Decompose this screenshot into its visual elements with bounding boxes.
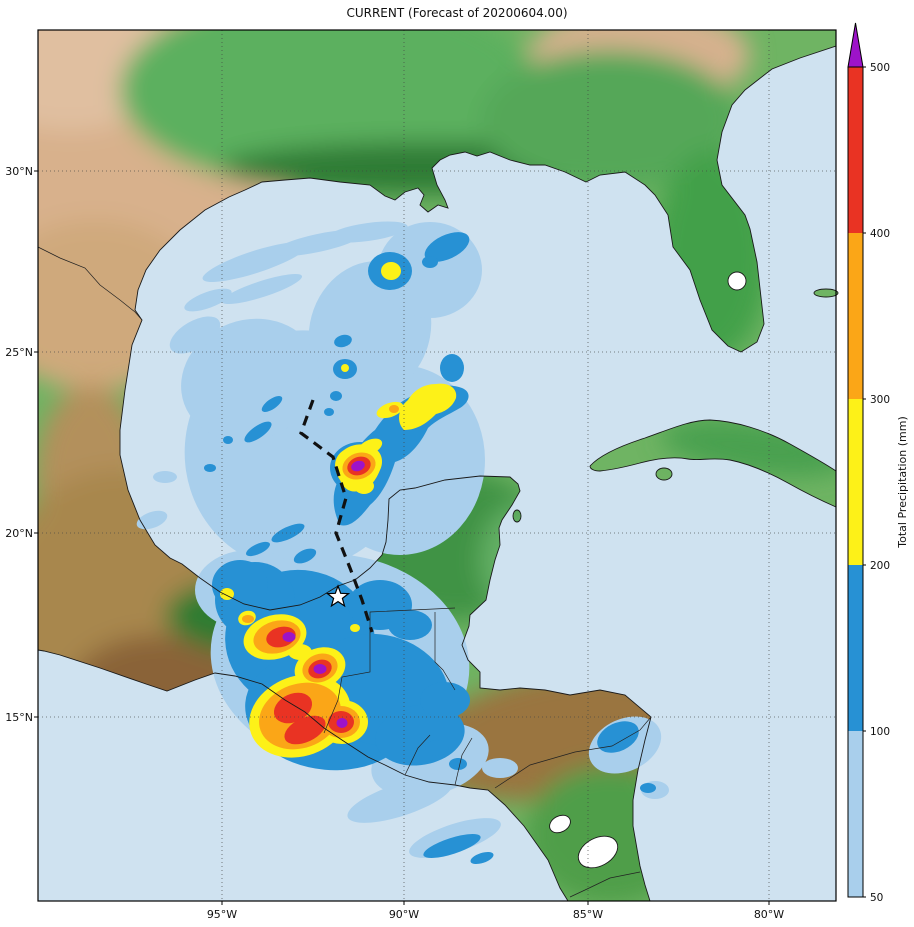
colorbar-tick-500: 500	[870, 62, 890, 74]
lake-nicaragua	[577, 835, 619, 869]
colorbar-axis-label: Total Precipitation (mm)	[896, 416, 909, 548]
coastline-layer	[37, 29, 839, 902]
colorbar-seg-100-200	[848, 565, 863, 731]
precip-layer-over-500	[282, 460, 365, 728]
storm-position-star	[325, 584, 351, 608]
rio-grande-river	[37, 246, 143, 321]
x-tick-95w: 95°W	[207, 908, 237, 921]
y-tick-20n: 20°N	[5, 527, 33, 540]
lakes-layer	[549, 271, 747, 869]
colorbar-tick-200: 200	[870, 560, 890, 572]
plot-frame	[37, 29, 837, 902]
colorbar-seg-200-300	[848, 399, 863, 565]
colorbar-seg-50-100	[848, 731, 863, 897]
figure-title: CURRENT (Forecast of 20200604.00)	[346, 6, 567, 20]
colorbar-tick-400: 400	[870, 228, 890, 240]
storm-forecast-track	[299, 399, 374, 633]
x-tick-85w: 85°W	[573, 908, 603, 921]
colorbar-seg-300-400	[848, 233, 863, 399]
colorbar-tick-300: 300	[870, 394, 890, 406]
colorbar-tick-50: 50	[870, 892, 883, 904]
y-tick-15n: 15°N	[5, 711, 33, 724]
borders-layer	[37, 246, 652, 898]
colorbar: 500 400 300 200 100 50 Total Precipitati…	[847, 22, 909, 904]
axis-ticks	[34, 170, 770, 905]
lake-okeechobee	[727, 271, 747, 291]
colorbar-over-arrow	[848, 23, 863, 67]
lake-managua	[549, 814, 571, 834]
x-tick-80w: 80°W	[754, 908, 784, 921]
x-tick-90w: 90°W	[389, 908, 419, 921]
graticule	[38, 30, 836, 901]
colorbar-tick-100: 100	[870, 726, 890, 738]
colorbar-seg-400-500	[848, 67, 863, 233]
y-tick-25n: 25°N	[5, 346, 33, 359]
y-tick-30n: 30°N	[5, 165, 33, 178]
